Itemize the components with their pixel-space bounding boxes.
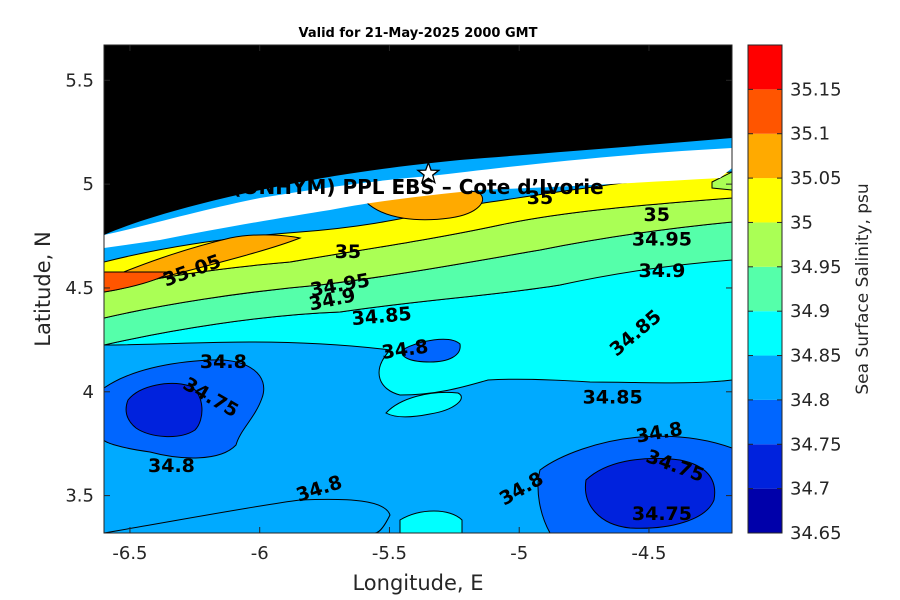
salinity-field [104, 45, 732, 533]
colorbar-tick-label: 34.7 [790, 479, 830, 500]
y-axis: 5.5 5 4.5 4 3.5 [65, 70, 732, 507]
salinity-patch-34.75-mid [401, 338, 461, 363]
site-label: (ONHYM) PPL EBS – Cote d’Ivorie [232, 175, 603, 199]
colorbar-swatch [748, 266, 782, 312]
land-mass [104, 45, 732, 235]
contour-label: 34.85 [583, 387, 643, 409]
colorbar-tick-label: 34.8 [790, 390, 830, 411]
contour-label: 35 [335, 241, 361, 263]
colorbar-swatch [748, 444, 782, 489]
x-tick-label: -4.5 [631, 543, 666, 564]
colorbar-frame [747, 44, 783, 534]
colorbar-tick-label: 35.15 [790, 79, 842, 100]
x-tick-label: -6.5 [112, 543, 147, 564]
chart-title: Valid for 21-May-2025 2000 GMT [299, 26, 538, 41]
site-layer: (ONHYM) PPL EBS – Cote d’Ivorie [232, 160, 604, 199]
x-axis-label: Longitude, E [352, 571, 483, 595]
colorbar-tick-label: 35.1 [790, 124, 830, 145]
salinity-patch-34.8-south [399, 510, 463, 533]
x-axis: -6.5 -6 -5.5 -5 -4.5 [112, 45, 667, 564]
x-tick-label: -5 [510, 543, 528, 564]
contour-label: 34.8 [148, 455, 195, 477]
colorbar-tick-label: 35.05 [790, 168, 842, 189]
plot-frame [103, 44, 733, 534]
y-axis-label: Latitude, N [31, 231, 55, 347]
y-tick-label: 4 [83, 382, 94, 403]
colorbar-tick-label: 34.75 [790, 434, 842, 455]
y-tick-label: 4.5 [65, 278, 94, 299]
colorbar-swatch [748, 89, 782, 134]
salinity-band-35 [104, 171, 732, 291]
colorbar-tick-label: 34.9 [790, 301, 830, 322]
salinity-patch-34.7-west [125, 383, 203, 438]
colorbar-tick-label: 34.95 [790, 257, 842, 278]
colorbar-tick-label: 34.85 [790, 346, 842, 367]
contour-label: 34.75 [632, 503, 692, 525]
colorbar-swatch [748, 178, 782, 223]
x-tick-label: -6 [251, 543, 269, 564]
colorbar-tick-label: 34.65 [790, 523, 842, 544]
site-star-marker [416, 160, 441, 185]
salinity-band-lower [104, 498, 391, 533]
colorbar-swatch [748, 488, 782, 533]
colorbar-tick-label: 35 [790, 212, 813, 233]
contour-label: 34.95 [632, 229, 692, 251]
coastal-gap [104, 148, 732, 248]
colorbar-label: Sea Surface Salinity, psu [853, 183, 873, 394]
colorbar: 35.15 35.1 35.05 35 34.95 34.9 34.85 34.8 34.75 3… [747, 44, 842, 544]
colorbar-swatch [748, 222, 782, 267]
salinity-patch-34.7-east [584, 457, 716, 529]
colorbar-swatch [748, 45, 782, 90]
y-tick-label: 5.5 [65, 70, 94, 91]
salinity-patch-34.85 [385, 391, 462, 418]
colorbar-swatch [748, 311, 782, 356]
y-tick-label: 5 [83, 174, 94, 195]
colorbar-swatch [748, 355, 782, 400]
contour-label: 35 [527, 187, 553, 209]
colorbar-swatch [748, 399, 782, 445]
contour-label: 34.9 [638, 260, 685, 282]
y-tick-label: 3.5 [65, 486, 94, 507]
contour-label: 34.85 [351, 303, 413, 330]
contour-label: 34.8 [200, 351, 247, 373]
colorbar-swatch [748, 133, 782, 179]
contour-label: 35 [644, 204, 670, 226]
x-tick-label: -5.5 [372, 543, 407, 564]
salinity-patch-34.95-b [711, 171, 732, 191]
salinity-band-35.1 [104, 271, 172, 293]
